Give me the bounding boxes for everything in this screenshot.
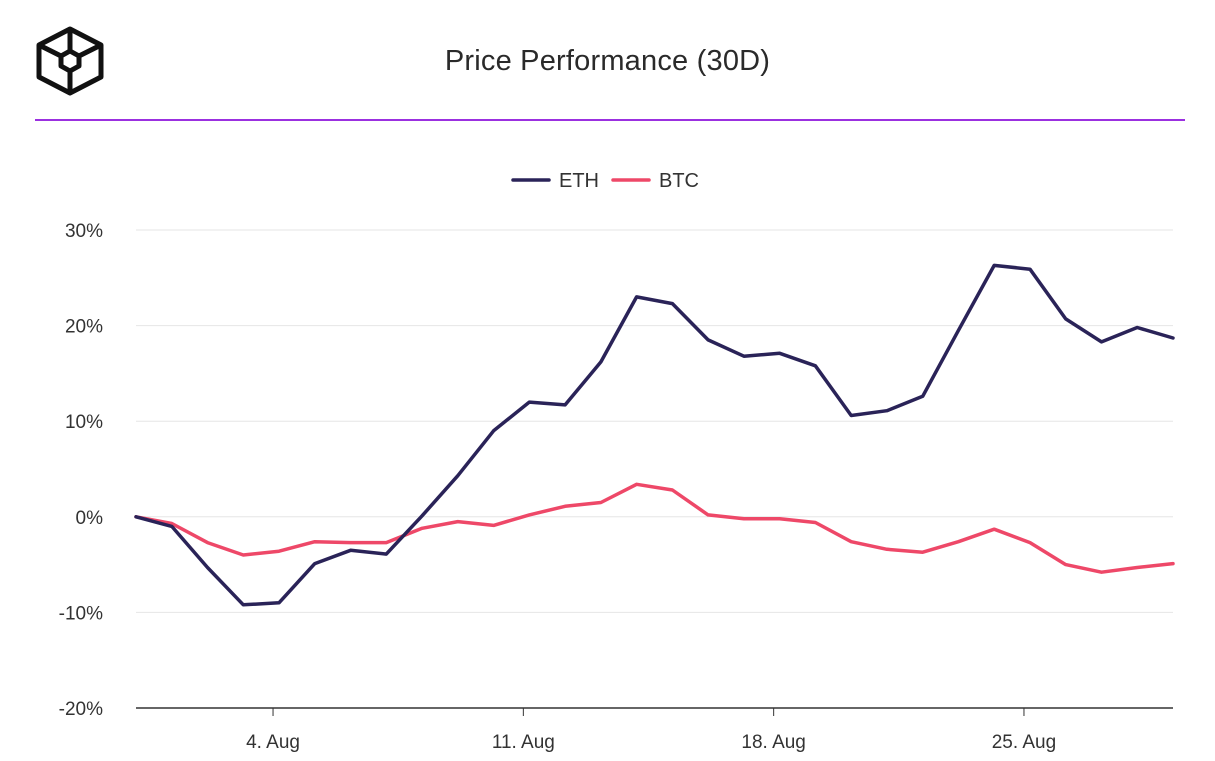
x-tick-label: 11. Aug xyxy=(492,732,555,753)
series-line-btc xyxy=(134,482,1175,574)
chart-title: Price Performance (30D) xyxy=(444,45,771,77)
y-tick-label: 30% xyxy=(65,221,103,242)
x-tick-label: 25. Aug xyxy=(992,732,1056,753)
y-tick-label: -10% xyxy=(59,603,103,624)
cube-logo-icon xyxy=(34,25,106,97)
x-tick-label: 18. Aug xyxy=(741,732,805,753)
x-axis-ticks: 4. Aug 11. Aug 18. Aug 25. Aug xyxy=(246,708,1056,753)
legend-label-eth[interactable]: ETH xyxy=(559,170,599,192)
x-tick-label: 4. Aug xyxy=(246,732,300,753)
series-lines xyxy=(134,263,1175,607)
grid-lines xyxy=(136,229,1173,709)
legend: ETH BTC xyxy=(511,170,699,192)
series-line-eth xyxy=(134,263,1175,607)
y-tick-label: -20% xyxy=(59,699,103,720)
y-tick-label: 20% xyxy=(65,317,103,338)
legend-label-btc[interactable]: BTC xyxy=(659,170,699,192)
y-tick-label: 10% xyxy=(65,412,103,433)
y-axis-ticks: 30% 20% 10% 0% -10% -20% xyxy=(59,221,103,720)
header-divider xyxy=(35,119,1185,121)
y-tick-label: 0% xyxy=(76,508,104,529)
